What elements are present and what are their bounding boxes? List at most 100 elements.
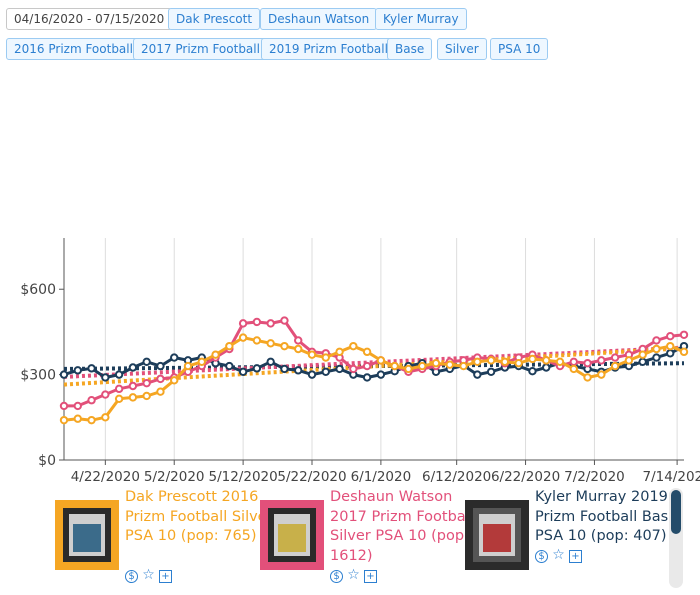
card-title[interactable]: Deshaun Watson 2017 Prizm Football Silve… xyxy=(330,489,474,564)
data-point-dak xyxy=(211,350,220,359)
data-point-kyler xyxy=(114,370,124,379)
data-point-dak xyxy=(183,361,193,371)
filter-chip-variant[interactable]: Silver xyxy=(437,38,487,60)
data-point-kyler xyxy=(486,367,496,376)
x-tick-label: 5/22/2020 xyxy=(277,469,346,485)
y-tick-label: $0 xyxy=(38,453,56,469)
data-point-dak xyxy=(294,344,303,354)
date-range-filter[interactable]: 04/16/2020 - 07/15/2020 xyxy=(6,8,173,30)
data-point-kyler xyxy=(335,364,344,374)
add-icon[interactable]: + xyxy=(364,570,377,583)
data-point-dak xyxy=(238,333,248,342)
data-point-deshaun xyxy=(666,331,675,341)
data-point-kyler xyxy=(542,363,551,372)
x-tick-label: 7/14/2020 xyxy=(642,469,700,485)
dollar-icon[interactable]: $ xyxy=(125,570,138,583)
data-point-deshaun xyxy=(101,390,110,399)
star-icon[interactable]: ☆ xyxy=(347,567,360,583)
data-point-kyler xyxy=(652,353,661,362)
filter-chip-set[interactable]: 2016 Prizm Football xyxy=(6,38,141,60)
card-list-scrollbar[interactable] xyxy=(669,488,683,588)
data-point-dak xyxy=(114,394,124,404)
data-point-deshaun xyxy=(569,357,578,367)
data-point-deshaun xyxy=(362,361,372,371)
data-point-deshaun xyxy=(238,319,248,328)
data-point-kyler xyxy=(87,364,96,373)
data-point-kyler xyxy=(266,357,275,367)
card-item[interactable]: Deshaun Watson 2017 Prizm Football Silve… xyxy=(260,488,474,588)
series-line-deshaun xyxy=(64,319,685,408)
data-point-deshaun xyxy=(128,381,138,391)
data-point-dak xyxy=(101,413,110,422)
card-thumbnail[interactable] xyxy=(465,500,529,570)
data-point-deshaun xyxy=(280,316,289,325)
data-point-dak xyxy=(610,361,620,371)
x-tick-label: 6/12/2020 xyxy=(422,469,491,485)
x-tick-label: 5/12/2020 xyxy=(208,469,277,485)
filter-chip-set[interactable]: 2019 Prizm Football xyxy=(261,38,396,60)
y-tick-label: $300 xyxy=(20,368,56,384)
card-title[interactable]: Kyler Murray 2019 Prizm Football Base PS… xyxy=(535,489,678,544)
data-point-deshaun xyxy=(266,319,275,328)
data-point-dak xyxy=(542,356,551,365)
scrollbar-thumb[interactable] xyxy=(671,490,681,534)
filter-chip-player[interactable]: Kyler Murray xyxy=(375,8,467,30)
data-point-kyler xyxy=(73,366,82,375)
data-point-dak xyxy=(404,364,413,374)
data-point-kyler xyxy=(101,373,110,382)
data-point-kyler xyxy=(128,363,138,372)
data-point-deshaun xyxy=(142,378,151,388)
data-point-dak xyxy=(170,376,179,385)
data-point-kyler xyxy=(528,367,537,376)
filter-chip-grade[interactable]: PSA 10 xyxy=(490,38,549,60)
data-point-dak xyxy=(142,391,151,401)
filter-chip-variant[interactable]: Base xyxy=(387,38,433,60)
data-point-kyler xyxy=(59,370,69,379)
card-item[interactable]: Dak Prescott 2016 Prizm Football Silver … xyxy=(55,488,273,588)
dollar-icon[interactable]: $ xyxy=(535,550,548,563)
data-point-dak xyxy=(445,360,454,369)
data-point-deshaun xyxy=(73,401,82,411)
filter-chip-set[interactable]: 2017 Prizm Football xyxy=(133,38,268,60)
card-item[interactable]: Kyler Murray 2019 Prizm Football Base PS… xyxy=(465,488,677,588)
data-point-deshaun xyxy=(114,384,124,394)
data-point-dak xyxy=(362,347,372,357)
star-icon[interactable]: ☆ xyxy=(142,567,155,583)
data-point-dak xyxy=(266,339,275,348)
data-point-dak xyxy=(679,347,689,357)
data-point-deshaun xyxy=(87,396,96,405)
data-point-dak xyxy=(473,357,482,367)
series-line-dak xyxy=(63,336,685,422)
data-point-dak xyxy=(156,387,165,396)
data-point-kyler xyxy=(156,361,165,371)
data-point-kyler xyxy=(638,357,647,367)
filter-chip-player[interactable]: Dak Prescott xyxy=(168,8,261,30)
data-point-dak xyxy=(335,347,344,357)
dollar-icon[interactable]: $ xyxy=(330,570,343,583)
data-point-dak xyxy=(307,350,317,359)
star-icon[interactable]: ☆ xyxy=(552,547,565,563)
data-point-dak xyxy=(528,354,537,364)
data-point-dak xyxy=(349,341,358,351)
data-point-deshaun xyxy=(294,336,303,345)
card-thumbnail[interactable] xyxy=(260,500,324,570)
data-point-dak xyxy=(197,357,206,367)
data-point-kyler xyxy=(252,364,262,373)
data-point-deshaun xyxy=(652,336,661,345)
data-point-dak xyxy=(486,356,496,365)
data-point-kyler xyxy=(294,366,303,375)
data-point-dak xyxy=(638,350,647,359)
add-icon[interactable]: + xyxy=(159,570,172,583)
data-point-deshaun xyxy=(349,364,358,374)
add-icon[interactable]: + xyxy=(569,550,582,563)
data-point-kyler xyxy=(142,357,151,367)
data-point-kyler xyxy=(307,370,317,379)
filter-chip-player[interactable]: Deshaun Watson xyxy=(260,8,378,30)
price-history-chart: $0 $300 $600 4/22/2020 5/2/2020 5/12/2020 5/22… xyxy=(20,238,700,485)
data-point-dak xyxy=(73,414,82,423)
data-point-kyler xyxy=(666,349,675,358)
data-point-kyler xyxy=(280,364,289,374)
card-thumbnail[interactable] xyxy=(55,500,119,570)
card-title[interactable]: Dak Prescott 2016 Prizm Football Silver … xyxy=(125,489,273,544)
data-point-dak xyxy=(321,353,330,362)
